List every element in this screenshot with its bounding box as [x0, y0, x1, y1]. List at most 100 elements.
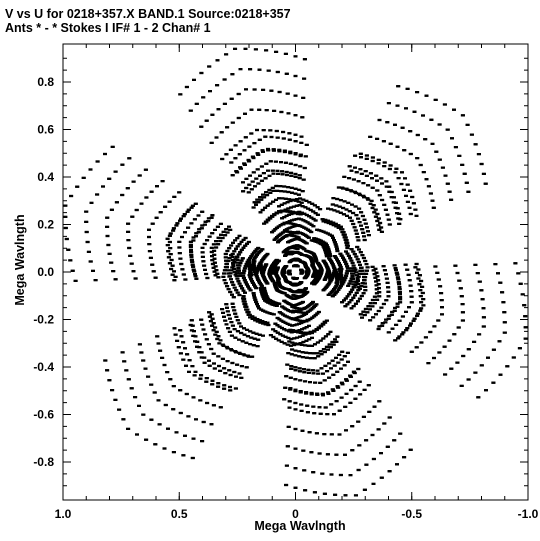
uv-point: [178, 352, 183, 355]
uv-point: [360, 214, 365, 218]
uv-point: [201, 96, 206, 99]
uv-point: [257, 307, 262, 310]
uv-point: [398, 218, 403, 221]
uv-point: [428, 330, 433, 334]
uv-point: [186, 415, 191, 418]
uv-point: [266, 147, 270, 151]
uv-point: [393, 306, 397, 310]
uv-point: [300, 116, 305, 119]
uv-point: [85, 240, 90, 244]
uv-point: [109, 261, 114, 264]
uv-point: [493, 263, 498, 266]
uv-point: [287, 323, 292, 326]
uv-point: [265, 321, 270, 324]
uv-point: [247, 265, 252, 268]
uv-point: [395, 212, 399, 215]
uv-point: [421, 171, 426, 174]
uv-point: [331, 343, 336, 346]
uv-point: [256, 182, 261, 185]
uv-point: [247, 183, 252, 186]
uv-point: [349, 219, 354, 222]
uv-point: [386, 331, 391, 334]
uv-point: [149, 418, 154, 421]
uv-point: [200, 246, 205, 249]
uv-point: [244, 177, 249, 180]
uv-point: [377, 194, 382, 197]
uv-point: [220, 157, 225, 161]
uv-point: [274, 198, 278, 201]
uv-point: [167, 262, 172, 265]
uv-point: [404, 310, 408, 313]
uv-point: [207, 359, 211, 362]
uv-point: [377, 295, 382, 298]
uv-point: [274, 129, 279, 133]
uv-point: [349, 269, 354, 272]
uv-point: [293, 175, 298, 178]
uv-point: [375, 189, 380, 192]
uv-point: [199, 125, 204, 128]
uv-point: [315, 393, 320, 396]
uv-point: [383, 208, 388, 211]
uv-point: [453, 264, 458, 267]
uv-point: [415, 312, 420, 315]
uv-point: [225, 231, 230, 234]
uv-point: [219, 131, 224, 134]
uv-point: [445, 128, 450, 131]
uv-point: [298, 153, 303, 156]
uv-point: [398, 293, 402, 296]
uv-point: [365, 197, 370, 200]
uv-point: [217, 342, 222, 345]
uv-point: [190, 204, 195, 207]
uv-point: [178, 389, 183, 392]
uv-point: [250, 180, 255, 183]
uv-point: [442, 345, 447, 348]
uv-point: [308, 357, 313, 360]
uv-point: [376, 309, 381, 313]
uv-point: [449, 367, 454, 370]
uv-point: [319, 353, 324, 356]
uv-point: [158, 349, 163, 352]
uv-point: [285, 322, 290, 325]
uv-point: [279, 190, 284, 193]
uv-point: [261, 150, 265, 153]
uv-point: [252, 296, 257, 299]
uv-point: [312, 491, 317, 494]
uv-point: [271, 313, 276, 316]
uv-point: [280, 173, 285, 176]
uv-point: [458, 287, 463, 290]
uv-point: [403, 177, 407, 180]
uv-point: [252, 267, 257, 270]
uv-point: [163, 205, 168, 208]
uv-point: [271, 148, 276, 151]
uv-point: [189, 251, 194, 254]
uv-point: [172, 270, 176, 273]
uv-point: [341, 187, 346, 190]
uv-point: [334, 225, 339, 228]
uv-point: [306, 368, 311, 371]
uv-point: [335, 210, 340, 213]
uv-point: [335, 290, 340, 293]
uv-point: [320, 322, 325, 325]
uv-point: [250, 317, 255, 320]
uv-point: [224, 323, 229, 326]
uv-point: [166, 427, 170, 430]
uv-point: [202, 242, 207, 246]
uv-point: [395, 276, 400, 279]
uv-point: [260, 294, 265, 297]
uv-point: [374, 284, 379, 287]
uv-point: [297, 370, 302, 373]
uv-point: [315, 341, 320, 344]
uv-point: [287, 340, 292, 343]
uv-point: [260, 259, 265, 262]
uv-point: [293, 55, 298, 58]
uv-point: [303, 380, 308, 383]
uv-point: [439, 299, 444, 302]
uv-point: [419, 301, 424, 304]
uv-point: [354, 291, 359, 294]
uv-point: [393, 171, 398, 174]
uv-point: [199, 374, 204, 377]
uv-point: [304, 242, 309, 245]
uv-point: [211, 266, 216, 269]
uv-point: [360, 316, 364, 319]
uv-point: [372, 302, 377, 305]
